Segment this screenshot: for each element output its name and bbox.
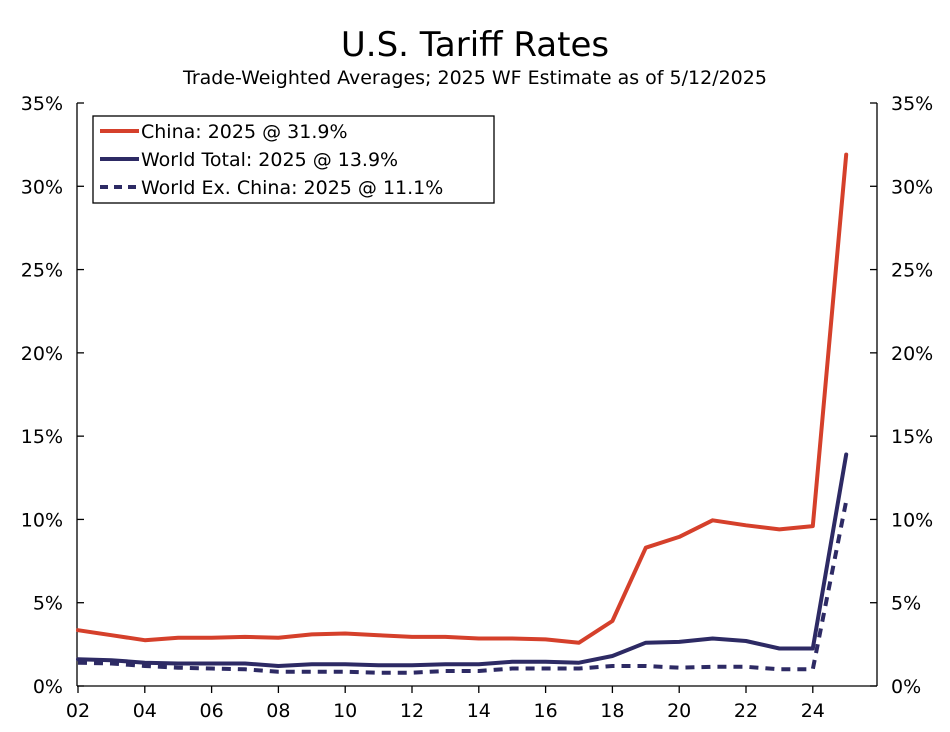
legend-label-2: World Ex. China: 2025 @ 11.1% — [141, 177, 443, 199]
x-tick-label: 14 — [467, 700, 491, 722]
x-tick-label: 22 — [734, 700, 758, 722]
y-tick-label-left: 20% — [21, 343, 63, 365]
series-line-0 — [76, 152, 849, 645]
y-tick-label-right: 10% — [891, 509, 933, 531]
x-tick-label: 06 — [200, 700, 224, 722]
series-layer — [76, 152, 849, 675]
series-line-1 — [76, 452, 849, 668]
x-tick-label: 24 — [801, 700, 825, 722]
legend: China: 2025 @ 31.9% World Total: 2025 @ 1… — [92, 115, 495, 204]
y-tick-label-right: 5% — [891, 593, 921, 615]
y-tick-label-left: 5% — [33, 593, 63, 615]
series-line-2 — [77, 500, 849, 675]
legend-box — [92, 115, 495, 204]
y-tick-label-right: 35% — [891, 93, 933, 115]
y-tick-label-right: 0% — [891, 676, 921, 698]
y-tick-label-left: 10% — [21, 509, 63, 531]
x-tick-label: 02 — [66, 700, 90, 722]
legend-label-1: World Total: 2025 @ 13.9% — [141, 149, 398, 171]
axes-layer: 0% 0% 5% 5% 10% 10% 15% 15% 20% 20% 25% 25% 30% 30% 35… — [21, 93, 933, 722]
x-tick-label: 04 — [133, 700, 157, 722]
y-tick-label-right: 25% — [891, 260, 933, 282]
y-tick-label-left: 0% — [33, 676, 63, 698]
y-tick-label-left: 35% — [21, 93, 63, 115]
y-tick-label-left: 25% — [21, 260, 63, 282]
x-tick-label: 08 — [266, 700, 290, 722]
y-tick-label-right: 20% — [891, 343, 933, 365]
y-tick-label-left: 30% — [21, 176, 63, 198]
legend-label-0: China: 2025 @ 31.9% — [141, 121, 348, 143]
chart-subtitle: Trade-Weighted Averages; 2025 WF Estimat… — [182, 67, 767, 89]
x-tick-label: 12 — [400, 700, 424, 722]
x-tick-label: 16 — [534, 700, 558, 722]
x-tick-label: 18 — [600, 700, 624, 722]
chart-title: U.S. Tariff Rates — [341, 25, 609, 65]
y-tick-label-right: 30% — [891, 176, 933, 198]
y-tick-label-right: 15% — [891, 426, 933, 448]
y-tick-label-left: 15% — [21, 426, 63, 448]
x-tick-label: 10 — [333, 700, 357, 722]
x-tick-label: 20 — [667, 700, 691, 722]
